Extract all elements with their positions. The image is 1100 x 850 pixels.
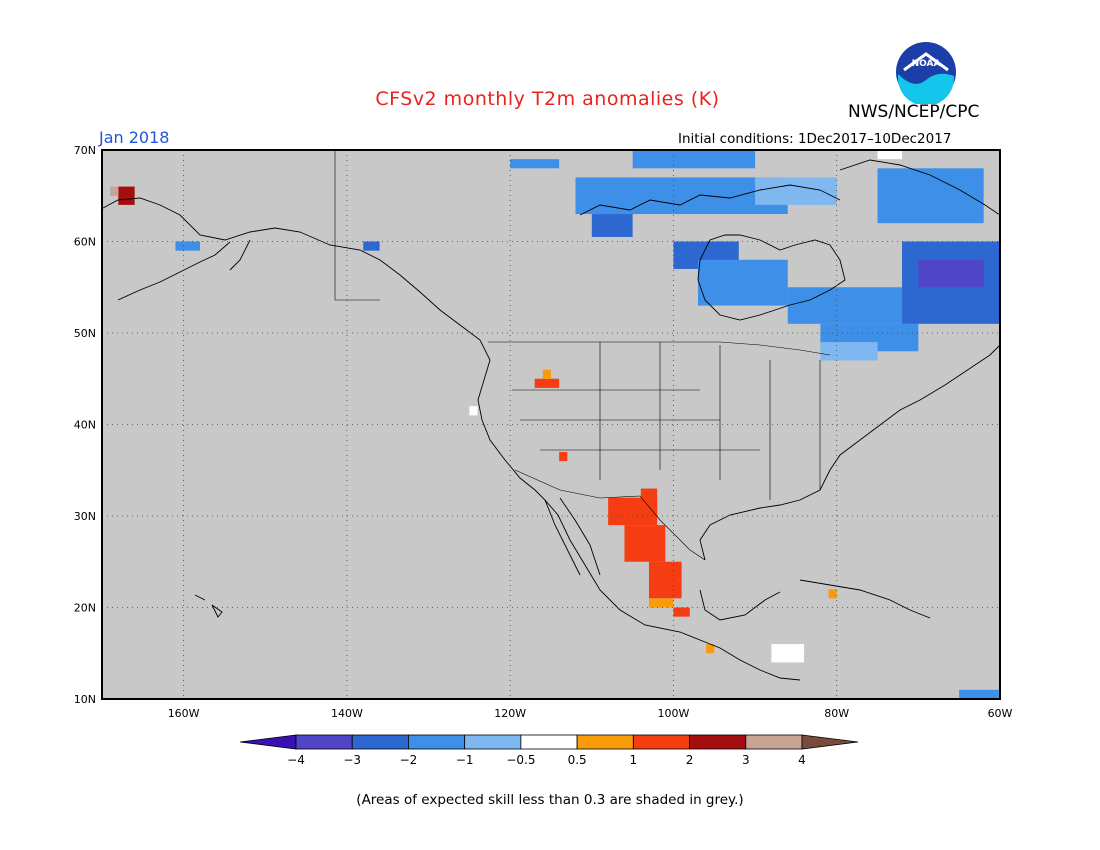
lat-tick-label: 20N xyxy=(74,602,96,615)
anomaly-cell xyxy=(632,150,756,169)
logo-text: NOAA xyxy=(912,59,941,69)
lon-tick-label: 80W xyxy=(824,707,849,720)
colorbar-box xyxy=(464,734,522,750)
anomaly-cell xyxy=(110,186,119,196)
anomaly-cell xyxy=(363,241,380,251)
lon-tick-label: 120W xyxy=(494,707,526,720)
map-background xyxy=(102,150,1000,699)
coastlines xyxy=(102,159,1001,681)
anomaly-cell xyxy=(787,287,903,324)
anomaly-cell xyxy=(673,607,690,617)
colorbar-tick-label: −1 xyxy=(456,753,474,767)
forecast-month: Jan 2018 xyxy=(99,128,170,147)
colorbar-box xyxy=(408,734,466,750)
lon-tick-label: 160W xyxy=(168,707,200,720)
colorbar-tick-label: 3 xyxy=(742,753,750,767)
anomaly-cell xyxy=(591,214,633,237)
lon-tick-label: 100W xyxy=(658,707,690,720)
initial-conditions: Initial conditions: 1Dec2017–10Dec2017 xyxy=(678,131,952,147)
map-title: CFSv2 monthly T2m anomalies (K) xyxy=(375,88,720,110)
colorbar-tick-label: −4 xyxy=(287,753,305,767)
lon-tick-label: 60W xyxy=(988,707,1013,720)
anomaly-cell xyxy=(959,689,1000,699)
anomaly-cell xyxy=(118,186,135,205)
anomaly-cell xyxy=(559,451,568,462)
colorbar-tick-label: −0.5 xyxy=(506,753,535,767)
lat-tick-label: 10N xyxy=(74,693,96,706)
colorbar-box xyxy=(295,734,353,750)
colorbar-arrow-high xyxy=(801,734,859,750)
anomaly-cell xyxy=(575,177,788,215)
colorbar-tick-label: 4 xyxy=(798,753,806,767)
lon-tick-label: 140W xyxy=(331,707,363,720)
colorbar-arrow-low xyxy=(239,734,297,750)
anomaly-cell xyxy=(469,406,478,416)
anomaly-cell xyxy=(648,561,682,599)
colorbar-box xyxy=(351,734,409,750)
colorbar-box xyxy=(576,734,634,750)
anomaly-cell xyxy=(534,378,560,388)
anomaly-cell xyxy=(175,241,200,251)
colorbar-tick-label: 2 xyxy=(686,753,694,767)
logo-wave xyxy=(898,73,954,104)
anomaly-cell xyxy=(877,168,984,224)
anomaly-cells xyxy=(110,150,1000,699)
colorbar-tick-label: 1 xyxy=(630,753,638,767)
anomaly-cell xyxy=(877,150,903,160)
colorbar-box xyxy=(632,734,690,750)
skill-footnote: (Areas of expected skill less than 0.3 a… xyxy=(356,792,744,808)
colorbar-tick-label: −2 xyxy=(400,753,418,767)
colorbar-tick-label: 0.5 xyxy=(568,753,587,767)
map-frame xyxy=(101,149,1001,700)
anomaly-cell xyxy=(542,369,551,379)
lat-tick-label: 40N xyxy=(74,419,96,432)
latitude-labels: 70N 60N 50N 40N 30N 20N 10N xyxy=(74,144,96,706)
anomaly-cell xyxy=(828,589,837,599)
anomaly-cell xyxy=(820,342,878,361)
anomaly-cell xyxy=(648,598,674,608)
lat-tick-label: 60N xyxy=(74,236,96,249)
lat-tick-label: 70N xyxy=(74,144,96,157)
anomaly-cell xyxy=(771,644,805,663)
anomaly-cell xyxy=(697,259,788,306)
colorbar-box xyxy=(689,734,747,750)
lat-tick-label: 50N xyxy=(74,327,96,340)
lat-tick-label: 30N xyxy=(74,510,96,523)
logo-bird xyxy=(903,52,949,72)
anomaly-cell xyxy=(510,159,560,169)
colorbar-box xyxy=(520,734,578,750)
colorbar-box xyxy=(745,734,803,750)
anomaly-cell xyxy=(624,525,666,562)
longitude-labels: 160W 140W 120W 100W 80W 60W xyxy=(168,707,1013,720)
anomaly-cell xyxy=(918,259,984,288)
anomaly-cell xyxy=(640,488,658,516)
agency-label: NWS/NCEP/CPC xyxy=(848,102,980,122)
colorbar-tick-label: −3 xyxy=(343,753,361,767)
anomaly-cell xyxy=(706,644,715,654)
political-borders xyxy=(334,150,831,561)
noaa-logo: NOAA xyxy=(896,42,956,104)
